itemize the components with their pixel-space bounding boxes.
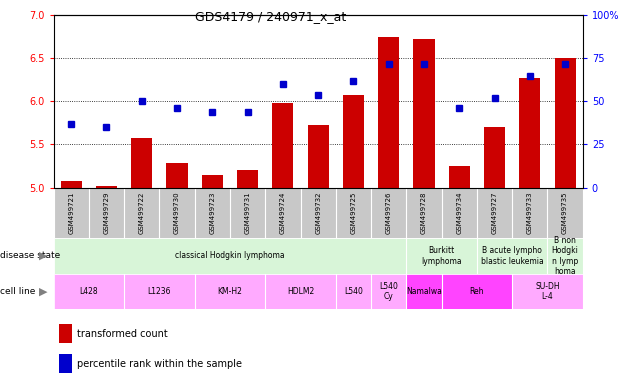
Text: GSM499727: GSM499727	[491, 192, 498, 234]
Text: GSM499723: GSM499723	[209, 192, 215, 234]
Bar	[60, 180, 82, 187]
Text: GSM499729: GSM499729	[103, 192, 110, 234]
Text: L1236: L1236	[147, 287, 171, 296]
Bar	[54, 274, 124, 309]
Bar	[378, 37, 399, 187]
Bar	[237, 170, 258, 187]
Text: GSM499722: GSM499722	[139, 192, 145, 234]
Text: Burkitt
lymphoma: Burkitt lymphoma	[421, 246, 462, 266]
Bar	[59, 324, 72, 343]
Bar	[202, 175, 223, 187]
Text: GSM499725: GSM499725	[350, 192, 357, 234]
Bar	[554, 58, 576, 187]
Text: classical Hodgkin lymphoma: classical Hodgkin lymphoma	[175, 252, 285, 260]
Bar	[512, 274, 583, 309]
Text: GSM499733: GSM499733	[527, 192, 533, 234]
Text: GSM499726: GSM499726	[386, 192, 392, 234]
Bar	[484, 127, 505, 187]
Text: B non
Hodgki
n lymp
homa: B non Hodgki n lymp homa	[552, 236, 578, 276]
Text: B acute lympho
blastic leukemia: B acute lympho blastic leukemia	[481, 246, 544, 266]
Text: Reh: Reh	[469, 287, 484, 296]
Bar	[131, 139, 152, 187]
Bar	[54, 238, 406, 274]
Text: ▶: ▶	[39, 286, 47, 296]
Bar	[96, 186, 117, 187]
Text: GSM499721: GSM499721	[68, 192, 74, 234]
Text: disease state: disease state	[0, 252, 60, 260]
Bar	[59, 354, 72, 373]
Text: cell line: cell line	[0, 287, 35, 296]
Bar	[166, 164, 188, 187]
Bar	[477, 238, 547, 274]
Text: GSM499730: GSM499730	[174, 192, 180, 234]
Text: L540: L540	[344, 287, 363, 296]
Bar	[413, 39, 435, 187]
Bar	[195, 274, 265, 309]
Text: GSM499732: GSM499732	[315, 192, 321, 234]
Text: HDLM2: HDLM2	[287, 287, 314, 296]
Bar	[449, 166, 470, 187]
Text: GSM499728: GSM499728	[421, 192, 427, 234]
Bar	[547, 238, 583, 274]
Text: Namalwa: Namalwa	[406, 287, 442, 296]
Text: KM-H2: KM-H2	[217, 287, 243, 296]
Bar	[371, 274, 406, 309]
Bar	[265, 274, 336, 309]
Bar	[343, 94, 364, 187]
Text: GDS4179 / 240971_x_at: GDS4179 / 240971_x_at	[195, 10, 346, 23]
Text: GSM499731: GSM499731	[244, 192, 251, 234]
Text: GSM499734: GSM499734	[456, 192, 462, 234]
Bar	[519, 78, 541, 187]
Bar	[336, 274, 371, 309]
Text: GSM499724: GSM499724	[280, 192, 286, 234]
Bar	[442, 274, 512, 309]
Text: GSM499735: GSM499735	[562, 192, 568, 234]
Text: ▶: ▶	[39, 251, 47, 261]
Text: L428: L428	[79, 287, 98, 296]
Bar	[406, 238, 477, 274]
Bar	[307, 125, 329, 187]
Text: percentile rank within the sample: percentile rank within the sample	[77, 359, 243, 369]
Bar	[406, 274, 442, 309]
Text: SU-DH
L-4: SU-DH L-4	[535, 281, 560, 301]
Text: L540
Cy: L540 Cy	[379, 281, 398, 301]
Bar	[124, 274, 195, 309]
Text: transformed count: transformed count	[77, 329, 168, 339]
Bar	[272, 103, 294, 187]
